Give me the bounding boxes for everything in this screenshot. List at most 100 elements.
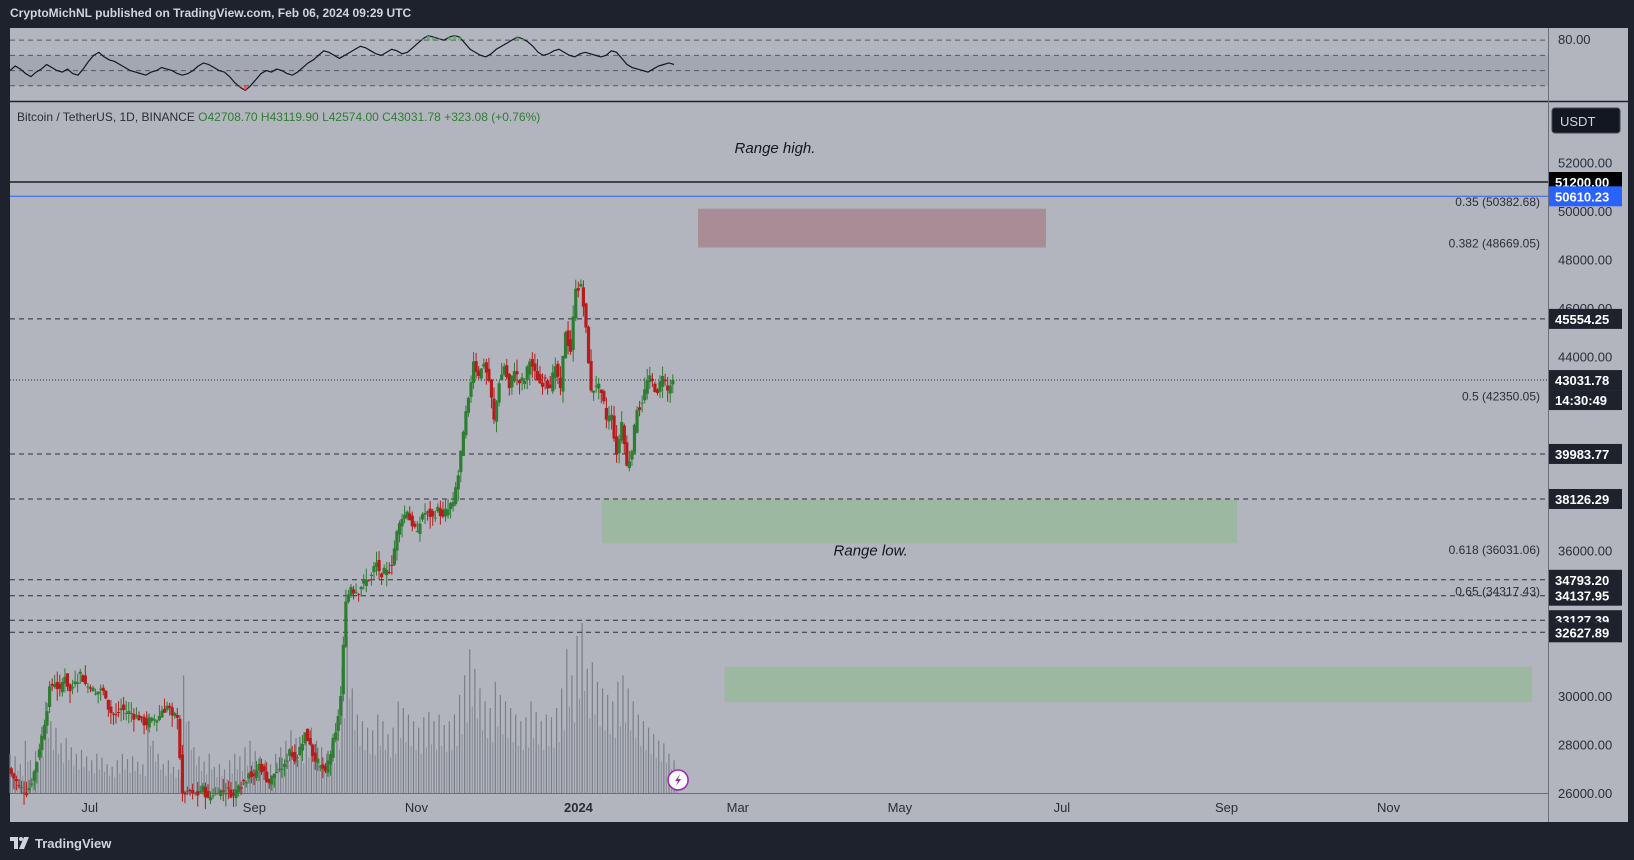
volume-bar xyxy=(259,756,261,793)
candle-body xyxy=(443,508,448,517)
candle-body xyxy=(579,283,583,287)
candle-body xyxy=(367,579,371,581)
volume-bar xyxy=(147,714,149,793)
candle-body xyxy=(466,397,471,413)
candle-body xyxy=(47,686,52,707)
volume-bar xyxy=(234,753,236,793)
volume-bar xyxy=(579,698,581,793)
volume-bar xyxy=(27,761,29,793)
volume-bar xyxy=(336,721,338,793)
candle-body xyxy=(321,764,325,769)
volume-bar xyxy=(83,767,85,793)
candle-body xyxy=(517,380,522,384)
volume-bar xyxy=(226,778,228,793)
volume-bar xyxy=(22,775,24,793)
candle-body xyxy=(346,594,351,602)
volume-bar xyxy=(152,740,154,793)
volume-bar xyxy=(645,749,647,793)
volume-bar xyxy=(653,734,655,793)
currency-button[interactable] xyxy=(1551,107,1621,134)
volume-bar xyxy=(73,765,75,793)
price-label: 38126.29 xyxy=(1555,492,1609,507)
volume-bar xyxy=(331,743,333,793)
volume-bar xyxy=(262,771,264,793)
volume-bar xyxy=(512,742,514,793)
volume-bar xyxy=(116,760,118,793)
volume-bar xyxy=(538,744,540,793)
volume-bar xyxy=(418,727,420,793)
volume-bar xyxy=(249,740,251,793)
volume-bar xyxy=(257,767,259,793)
volume-bar xyxy=(349,698,351,793)
candle-body xyxy=(328,754,333,765)
price-label-box xyxy=(1549,585,1622,606)
candle-body xyxy=(469,382,473,397)
candle-body xyxy=(581,287,586,307)
volume-bar xyxy=(499,694,501,793)
candle-body xyxy=(53,683,57,688)
candle-body xyxy=(512,371,517,382)
candle-body xyxy=(99,688,103,690)
candle-body xyxy=(357,594,361,596)
candle-body xyxy=(191,790,195,793)
candle-body xyxy=(632,424,637,453)
volume-bar xyxy=(37,767,39,793)
volume-bar xyxy=(326,753,328,793)
legend-low: L42574.00 xyxy=(319,110,379,124)
candle-body xyxy=(418,523,422,534)
volume-bar xyxy=(144,775,146,793)
candle-body xyxy=(390,565,394,567)
price-label: 50610.23 xyxy=(1555,189,1609,204)
candle-body xyxy=(17,785,21,787)
candle-body xyxy=(152,719,156,721)
volume-bar xyxy=(213,766,215,793)
candle-body xyxy=(293,751,297,762)
volume-bar xyxy=(287,761,289,793)
volume-bar xyxy=(19,764,21,793)
candle-body xyxy=(142,716,146,726)
candle-body xyxy=(150,717,154,721)
candle-body xyxy=(157,715,162,720)
candle-body xyxy=(602,391,606,402)
candle-body xyxy=(229,789,233,798)
volume-bar xyxy=(139,774,141,793)
candle-body xyxy=(25,793,29,796)
price-label-box xyxy=(1549,488,1622,509)
volume-bar xyxy=(98,769,100,793)
candle-body xyxy=(106,699,110,710)
volume-bar xyxy=(351,688,353,793)
price-label-box xyxy=(1549,308,1622,329)
candle-body xyxy=(655,389,660,393)
volume-bar xyxy=(436,749,438,793)
volume-bar xyxy=(561,688,563,793)
candle-body xyxy=(597,383,601,389)
volume-bar xyxy=(310,727,312,793)
candle-body xyxy=(96,691,100,695)
candle-body xyxy=(311,744,315,756)
candle-body xyxy=(523,380,527,385)
candle-body xyxy=(313,752,317,762)
volume-bar xyxy=(448,721,450,793)
rsi-overbought-fill xyxy=(426,35,431,41)
volume-bar xyxy=(589,718,591,793)
candle-body xyxy=(637,407,642,411)
candle-body xyxy=(461,431,465,456)
volume-bar xyxy=(218,764,221,793)
candle-body xyxy=(431,511,435,517)
candle-body xyxy=(405,511,409,519)
candle-body xyxy=(318,766,322,768)
volume-bar xyxy=(277,769,279,793)
volume-bar xyxy=(96,753,98,793)
volume-bar xyxy=(106,764,108,793)
price-label-box xyxy=(1549,443,1622,464)
candle-body xyxy=(584,303,588,328)
volume-bar xyxy=(313,753,315,793)
volume-bar xyxy=(384,749,386,793)
volume-bar xyxy=(520,721,522,793)
volume-bar xyxy=(471,706,473,793)
volume-bar xyxy=(476,718,478,793)
candle-body xyxy=(298,746,302,755)
volume-bar xyxy=(617,681,619,793)
candle-body xyxy=(484,362,488,373)
